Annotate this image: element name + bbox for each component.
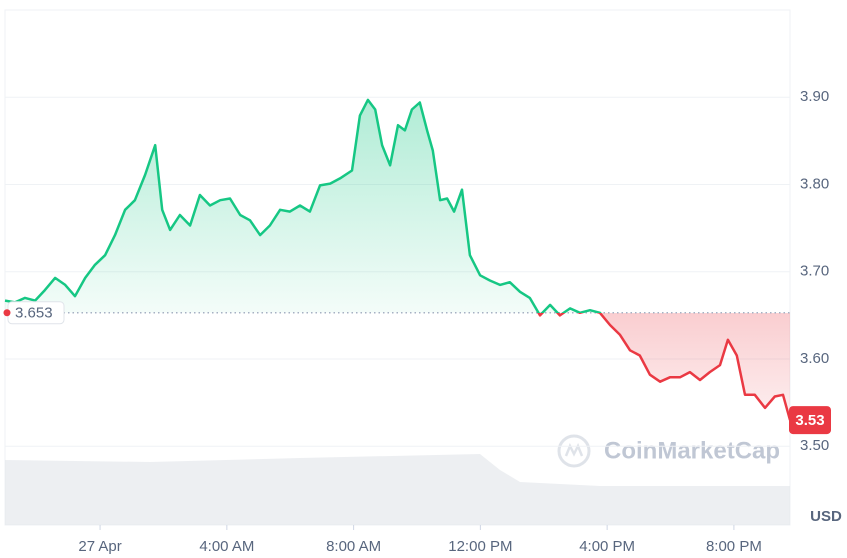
x-tick-label: 4:00 PM bbox=[579, 538, 635, 555]
watermark: CoinMarketCap bbox=[604, 437, 780, 464]
y-tick-label: 3.80 bbox=[800, 175, 829, 192]
x-tick-label: 12:00 PM bbox=[448, 538, 512, 555]
x-tick-label: 4:00 AM bbox=[199, 538, 254, 555]
price-line bbox=[4, 98, 792, 421]
last-price-box bbox=[789, 406, 831, 435]
y-tick-label: 3.60 bbox=[800, 350, 829, 367]
y-tick-label: 3.90 bbox=[800, 88, 829, 105]
y-tick-label: 3.50 bbox=[800, 437, 829, 454]
y-tick-label: 3.70 bbox=[800, 263, 829, 280]
volume-area bbox=[5, 454, 790, 525]
unit-label: USD bbox=[810, 508, 842, 525]
watermark-logo bbox=[557, 434, 591, 468]
x-tick-label: 27 Apr bbox=[78, 538, 121, 555]
last-price-label: 3.53 bbox=[795, 412, 824, 429]
x-tick-label: 8:00 AM bbox=[326, 538, 381, 555]
reference-label: 3.653 bbox=[15, 305, 53, 322]
x-tick-label: 8:00 PM bbox=[706, 538, 762, 555]
area-fill bbox=[5, 99, 790, 421]
reference-dot bbox=[3, 309, 11, 317]
